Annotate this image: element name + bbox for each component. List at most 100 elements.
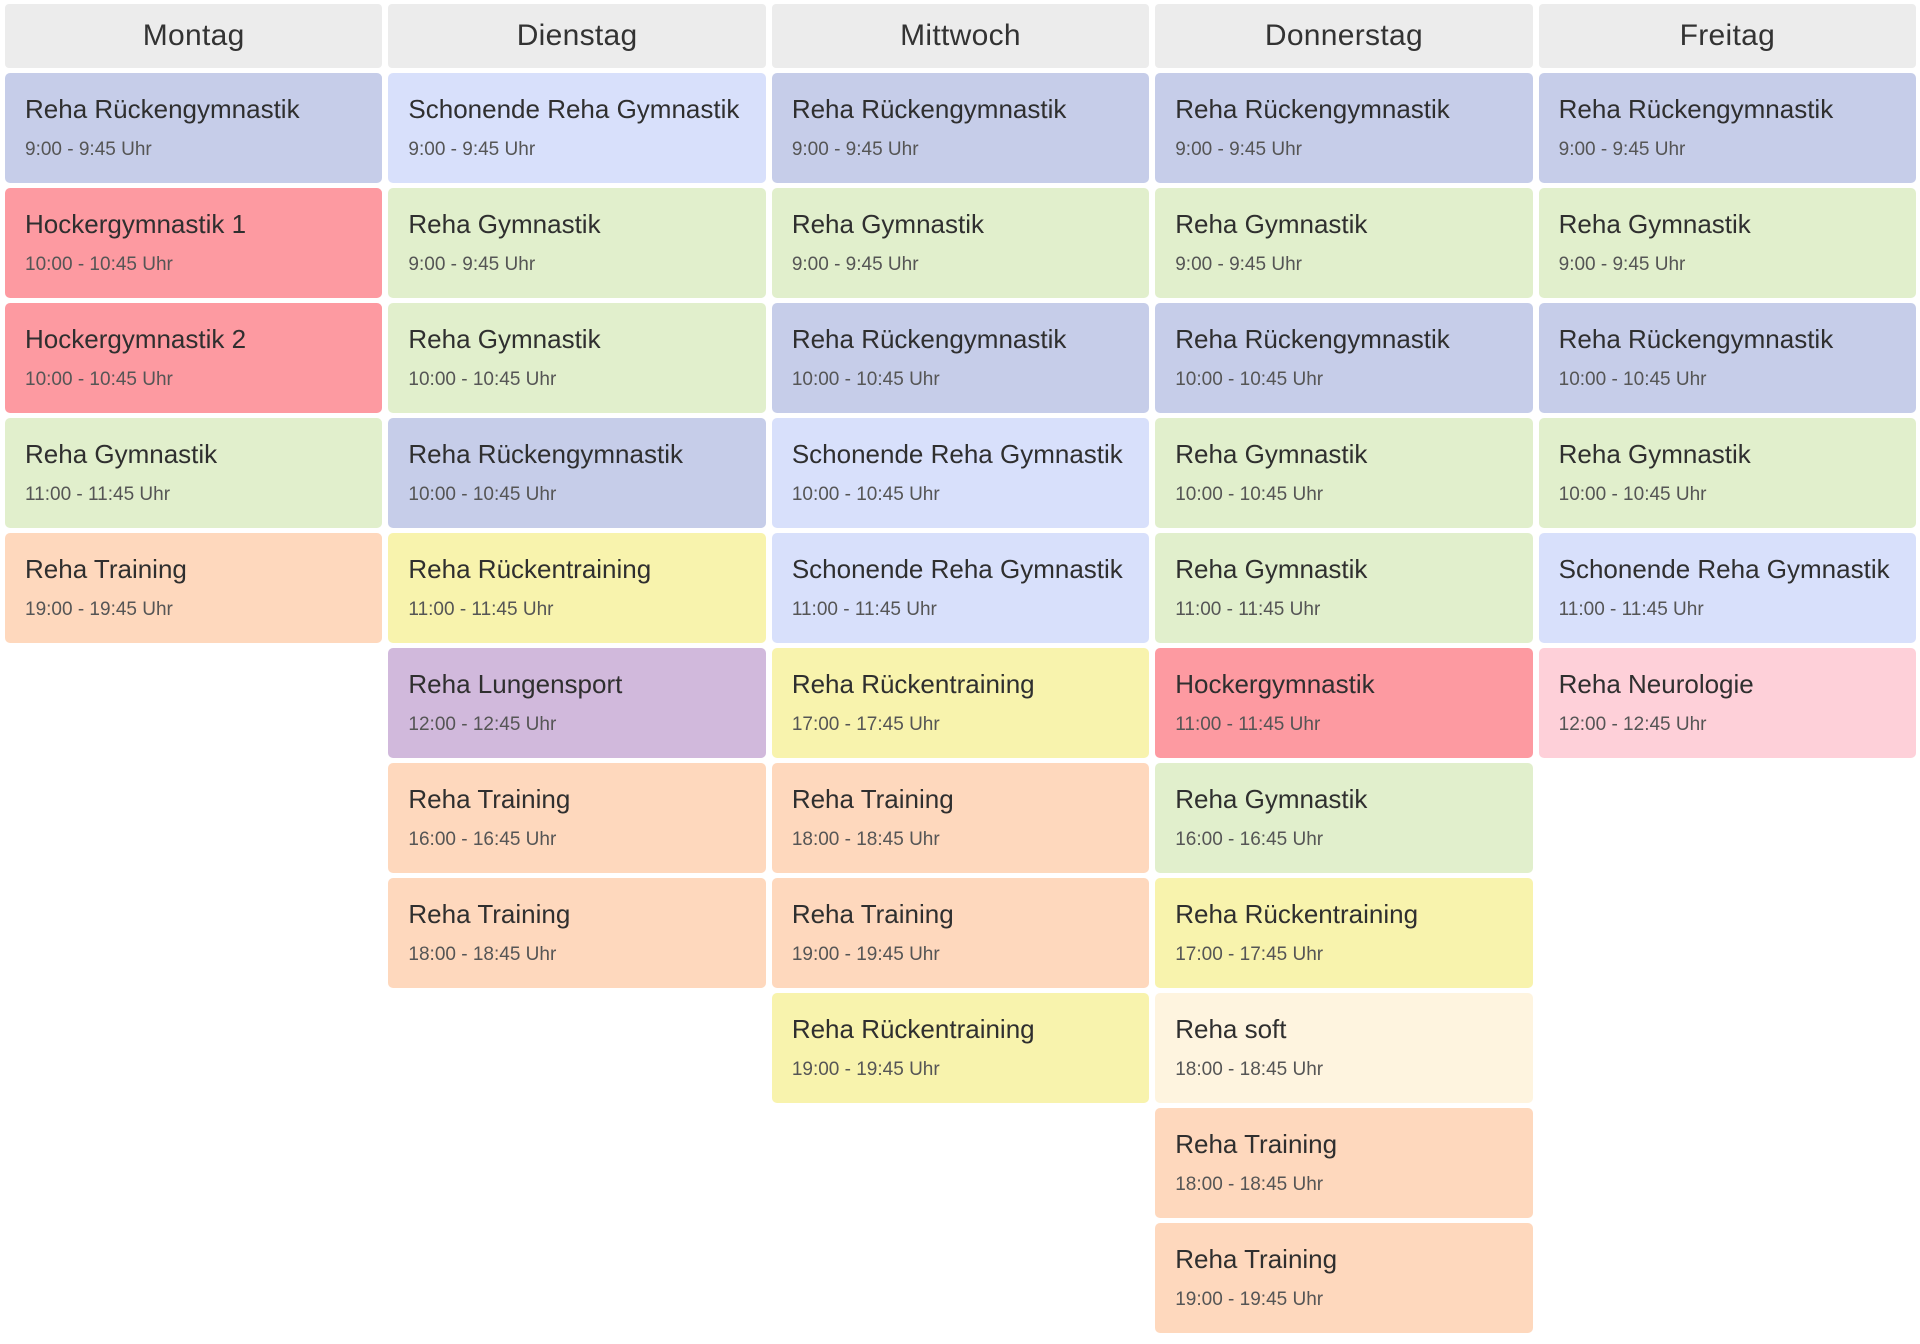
course-title: Schonende Reha Gymnastik — [408, 94, 740, 124]
course-title: Reha Neurologie — [1558, 669, 1754, 699]
course-title: Reha Rückengymnastik — [1175, 324, 1450, 354]
course-title: Reha Gymnastik — [1175, 554, 1368, 584]
course-time: 11:00 - 11:45 Uhr — [408, 599, 554, 620]
course-title: Reha Gymnastik — [408, 209, 601, 239]
course-card[interactable]: Reha Gymnastik 16:00 - 16:45 Uhr — [1155, 763, 1533, 873]
course-time: 10:00 - 10:45 Uhr — [1175, 484, 1324, 505]
course-title: Reha Gymnastik — [1558, 209, 1751, 239]
course-title: Reha Training — [1175, 1129, 1338, 1159]
course-card[interactable]: Reha Training 19:00 - 19:45 Uhr — [771, 878, 1150, 988]
course-title: Reha Rückengymnastik — [25, 94, 300, 124]
course-time: 9:00 - 9:45 Uhr — [1175, 139, 1302, 160]
course-card[interactable]: Reha Rückentraining 19:00 - 19:45 Uhr — [771, 993, 1150, 1103]
day-column-montag: Montag Reha Rückengymnastik 9:00 - 9:45 … — [5, 4, 383, 1344]
course-card[interactable]: Reha Gymnastik 11:00 - 11:45 Uhr — [1155, 533, 1533, 643]
course-title: Reha Training — [408, 784, 571, 814]
course-time: 11:00 - 11:45 Uhr — [1175, 599, 1321, 620]
day-header-mittwoch: Mittwoch — [771, 4, 1150, 68]
course-time: 18:00 - 18:45 Uhr — [791, 829, 940, 850]
course-card[interactable]: Schonende Reha Gymnastik 11:00 - 11:45 U… — [1538, 533, 1917, 643]
course-card[interactable]: Schonende Reha Gymnastik 11:00 - 11:45 U… — [771, 533, 1150, 643]
course-time: 9:00 - 9:45 Uhr — [25, 139, 152, 160]
course-card[interactable]: Reha Lungensport 12:00 - 12:45 Uhr — [388, 648, 766, 758]
course-title: Reha Training — [25, 554, 187, 584]
course-card[interactable]: Schonende Reha Gymnastik 9:00 - 9:45 Uhr — [388, 73, 766, 183]
course-card[interactable]: Hockergymnastik 11:00 - 11:45 Uhr — [1155, 648, 1533, 758]
course-title: Reha Gymnastik — [25, 439, 218, 469]
course-card[interactable]: Reha soft 18:00 - 18:45 Uhr — [1155, 993, 1533, 1103]
course-title: Reha Gymnastik — [1175, 784, 1368, 814]
course-card[interactable]: Reha Gymnastik 9:00 - 9:45 Uhr — [1538, 188, 1917, 298]
course-card[interactable]: Reha Gymnastik 10:00 - 10:45 Uhr — [1155, 418, 1533, 528]
course-time: 16:00 - 16:45 Uhr — [1175, 829, 1324, 850]
course-time: 9:00 - 9:45 Uhr — [408, 254, 536, 275]
course-time: 19:00 - 19:45 Uhr — [25, 599, 173, 620]
course-card[interactable]: Reha Rückengymnastik 10:00 - 10:45 Uhr — [1538, 303, 1917, 413]
course-card[interactable]: Reha Rückentraining 17:00 - 17:45 Uhr — [1155, 878, 1533, 988]
course-card[interactable]: Reha Training 18:00 - 18:45 Uhr — [1155, 1108, 1533, 1218]
course-time: 18:00 - 18:45 Uhr — [1175, 1174, 1324, 1195]
course-title: Reha Training — [791, 899, 954, 929]
course-card[interactable]: Reha Training 18:00 - 18:45 Uhr — [388, 878, 766, 988]
course-time: 9:00 - 9:45 Uhr — [1558, 139, 1686, 160]
course-time: 19:00 - 19:45 Uhr — [1175, 1289, 1324, 1310]
course-title: Reha Gymnastik — [1558, 439, 1751, 469]
course-title: Reha Rückengymnastik — [1558, 94, 1834, 124]
course-time: 10:00 - 10:45 Uhr — [1175, 369, 1324, 390]
course-title: Schonende Reha Gymnastik — [791, 439, 1123, 469]
course-title: Reha Gymnastik — [408, 324, 601, 354]
course-time: 9:00 - 9:45 Uhr — [1175, 254, 1302, 275]
course-title: Reha Rückengymnastik — [1175, 94, 1450, 124]
course-time: 10:00 - 10:45 Uhr — [1558, 369, 1707, 390]
course-card[interactable]: Schonende Reha Gymnastik 10:00 - 10:45 U… — [771, 418, 1150, 528]
course-time: 11:00 - 11:45 Uhr — [1558, 599, 1704, 620]
course-card[interactable]: Reha Gymnastik 11:00 - 11:45 Uhr — [5, 418, 383, 528]
day-header-freitag: Freitag — [1538, 4, 1917, 68]
course-title: Reha Rückentraining — [791, 669, 1035, 699]
course-card[interactable]: Reha Gymnastik 9:00 - 9:45 Uhr — [1155, 188, 1533, 298]
course-card[interactable]: Reha Gymnastik 10:00 - 10:45 Uhr — [1538, 418, 1917, 528]
course-card[interactable]: Hockergymnastik 1 10:00 - 10:45 Uhr — [5, 188, 383, 298]
course-card[interactable]: Reha Rückengymnastik 10:00 - 10:45 Uhr — [771, 303, 1150, 413]
course-time: 10:00 - 10:45 Uhr — [1558, 484, 1707, 505]
course-time: 10:00 - 10:45 Uhr — [25, 369, 173, 390]
course-card[interactable]: Reha Neurologie 12:00 - 12:45 Uhr — [1538, 648, 1917, 758]
course-time: 10:00 - 10:45 Uhr — [408, 369, 557, 390]
course-card[interactable]: Reha Training 16:00 - 16:45 Uhr — [388, 763, 766, 873]
course-title: Schonende Reha Gymnastik — [1558, 554, 1890, 584]
course-card[interactable]: Reha Training 18:00 - 18:45 Uhr — [771, 763, 1150, 873]
course-title: Reha Rückengymnastik — [791, 324, 1067, 354]
day-column-mittwoch: Mittwoch Reha Rückengymnastik 9:00 - 9:4… — [771, 4, 1150, 1344]
day-column-dienstag: Dienstag Schonende Reha Gymnastik 9:00 -… — [388, 4, 766, 1344]
course-time: 9:00 - 9:45 Uhr — [1558, 254, 1686, 275]
course-card[interactable]: Reha Rückengymnastik 9:00 - 9:45 Uhr — [771, 73, 1150, 183]
course-card[interactable]: Reha Gymnastik 9:00 - 9:45 Uhr — [388, 188, 766, 298]
course-time: 11:00 - 11:45 Uhr — [25, 484, 171, 505]
course-time: 17:00 - 17:45 Uhr — [1175, 944, 1324, 965]
course-time: 19:00 - 19:45 Uhr — [791, 1059, 940, 1080]
course-card[interactable]: Reha Rückentraining 11:00 - 11:45 Uhr — [388, 533, 766, 643]
course-time: 17:00 - 17:45 Uhr — [791, 714, 940, 735]
course-card[interactable]: Reha Rückengymnastik 9:00 - 9:45 Uhr — [5, 73, 383, 183]
course-card[interactable]: Reha Rückentraining 17:00 - 17:45 Uhr — [771, 648, 1150, 758]
course-title: Reha Rückengymnastik — [791, 94, 1067, 124]
course-card[interactable]: Hockergymnastik 2 10:00 - 10:45 Uhr — [5, 303, 383, 413]
course-card[interactable]: Reha Training 19:00 - 19:45 Uhr — [5, 533, 383, 643]
course-card[interactable]: Reha Rückengymnastik 9:00 - 9:45 Uhr — [1155, 73, 1533, 183]
course-title: Reha Rückentraining — [791, 1014, 1035, 1044]
course-card[interactable]: Reha Training 19:00 - 19:45 Uhr — [1155, 1223, 1533, 1333]
course-time: 12:00 - 12:45 Uhr — [408, 714, 557, 735]
course-time: 9:00 - 9:45 Uhr — [791, 139, 919, 160]
course-card[interactable]: Reha Rückengymnastik 10:00 - 10:45 Uhr — [388, 418, 766, 528]
course-card[interactable]: Reha Gymnastik 9:00 - 9:45 Uhr — [771, 188, 1150, 298]
course-time: 11:00 - 11:45 Uhr — [791, 599, 937, 620]
course-title: Reha Rückentraining — [1175, 899, 1419, 929]
course-card[interactable]: Reha Rückengymnastik 10:00 - 10:45 Uhr — [1155, 303, 1533, 413]
course-card[interactable]: Reha Rückengymnastik 9:00 - 9:45 Uhr — [1538, 73, 1917, 183]
course-title: Schonende Reha Gymnastik — [791, 554, 1123, 584]
course-title: Reha Rückengymnastik — [408, 439, 683, 469]
course-card[interactable]: Reha Gymnastik 10:00 - 10:45 Uhr — [388, 303, 766, 413]
day-header-donnerstag: Donnerstag — [1155, 4, 1533, 68]
day-column-donnerstag: Donnerstag Reha Rückengymnastik 9:00 - 9… — [1155, 4, 1533, 1344]
